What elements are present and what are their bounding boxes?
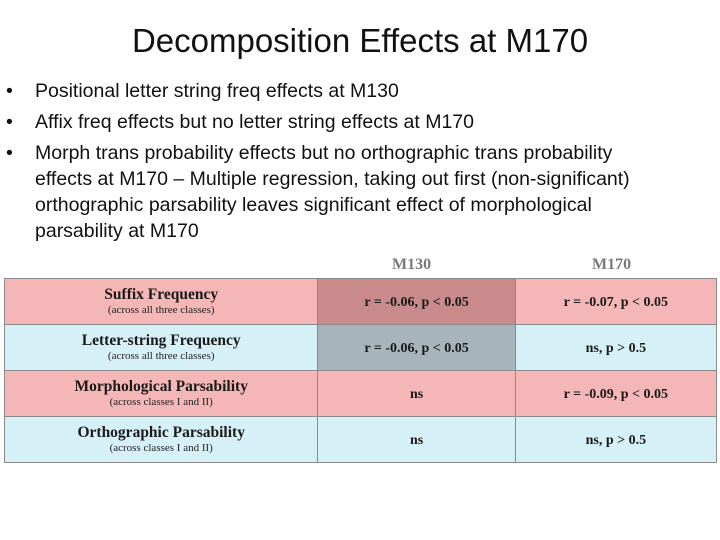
m130-cell: r = -0.06, p < 0.05 bbox=[317, 278, 516, 325]
m130-cell: r = -0.06, p < 0.05 bbox=[317, 324, 516, 371]
row-label: Suffix Frequency bbox=[104, 286, 219, 303]
row-sublabel: (across all three classes) bbox=[107, 350, 215, 362]
m130-value: r = -0.06, p < 0.05 bbox=[364, 340, 469, 356]
row-label: Morphological Parsability bbox=[74, 378, 248, 395]
m170-cell: ns, p > 0.5 bbox=[514, 324, 718, 371]
m170-cell: r = -0.07, p < 0.05 bbox=[514, 278, 718, 325]
table-row: Suffix Frequency (across all three class… bbox=[3, 278, 718, 325]
row-label-cell: Suffix Frequency (across all three class… bbox=[3, 278, 319, 325]
column-header-m130: M130 bbox=[392, 256, 432, 273]
m170-value: r = -0.07, p < 0.05 bbox=[563, 294, 669, 310]
row-label-cell: Orthographic Parsability (across classes… bbox=[3, 416, 319, 463]
column-header-m170: M170 bbox=[592, 256, 632, 273]
row-label: Letter-string Frequency bbox=[81, 332, 241, 349]
m170-value: r = -0.09, p < 0.05 bbox=[563, 386, 669, 402]
m170-cell: r = -0.09, p < 0.05 bbox=[514, 370, 718, 417]
table-row: Orthographic Parsability (across classes… bbox=[3, 416, 718, 463]
table-row: Morphological Parsability (across classe… bbox=[3, 370, 718, 417]
m170-cell: ns, p > 0.5 bbox=[514, 416, 718, 463]
m130-value: r = -0.06, p < 0.05 bbox=[364, 294, 469, 310]
table-row: Letter-string Frequency (across all thre… bbox=[3, 324, 718, 371]
m130-cell: ns bbox=[317, 416, 516, 463]
results-table: Suffix Frequency (across all three class… bbox=[3, 278, 718, 463]
bullet-list: Positional letter string freq effects at… bbox=[6, 78, 646, 249]
slide-title: Decomposition Effects at M170 bbox=[131, 22, 589, 59]
row-sublabel: (across all three classes) bbox=[107, 304, 215, 316]
row-label-cell: Letter-string Frequency (across all thre… bbox=[3, 324, 319, 371]
row-sublabel: (across classes I and II) bbox=[109, 396, 213, 408]
m130-value: ns bbox=[409, 432, 424, 448]
row-label-cell: Morphological Parsability (across classe… bbox=[3, 370, 319, 417]
bullet-item: Positional letter string freq effects at… bbox=[6, 78, 646, 104]
m130-value: ns bbox=[409, 386, 424, 402]
row-sublabel: (across classes I and II) bbox=[109, 442, 213, 454]
bullet-item: Affix freq effects but no letter string … bbox=[6, 109, 646, 135]
m130-cell: ns bbox=[317, 370, 516, 417]
bullet-item: Morph trans probability effects but no o… bbox=[6, 140, 646, 244]
m170-value: ns, p > 0.5 bbox=[585, 432, 647, 448]
m170-value: ns, p > 0.5 bbox=[585, 340, 647, 356]
row-label: Orthographic Parsability bbox=[77, 424, 245, 441]
